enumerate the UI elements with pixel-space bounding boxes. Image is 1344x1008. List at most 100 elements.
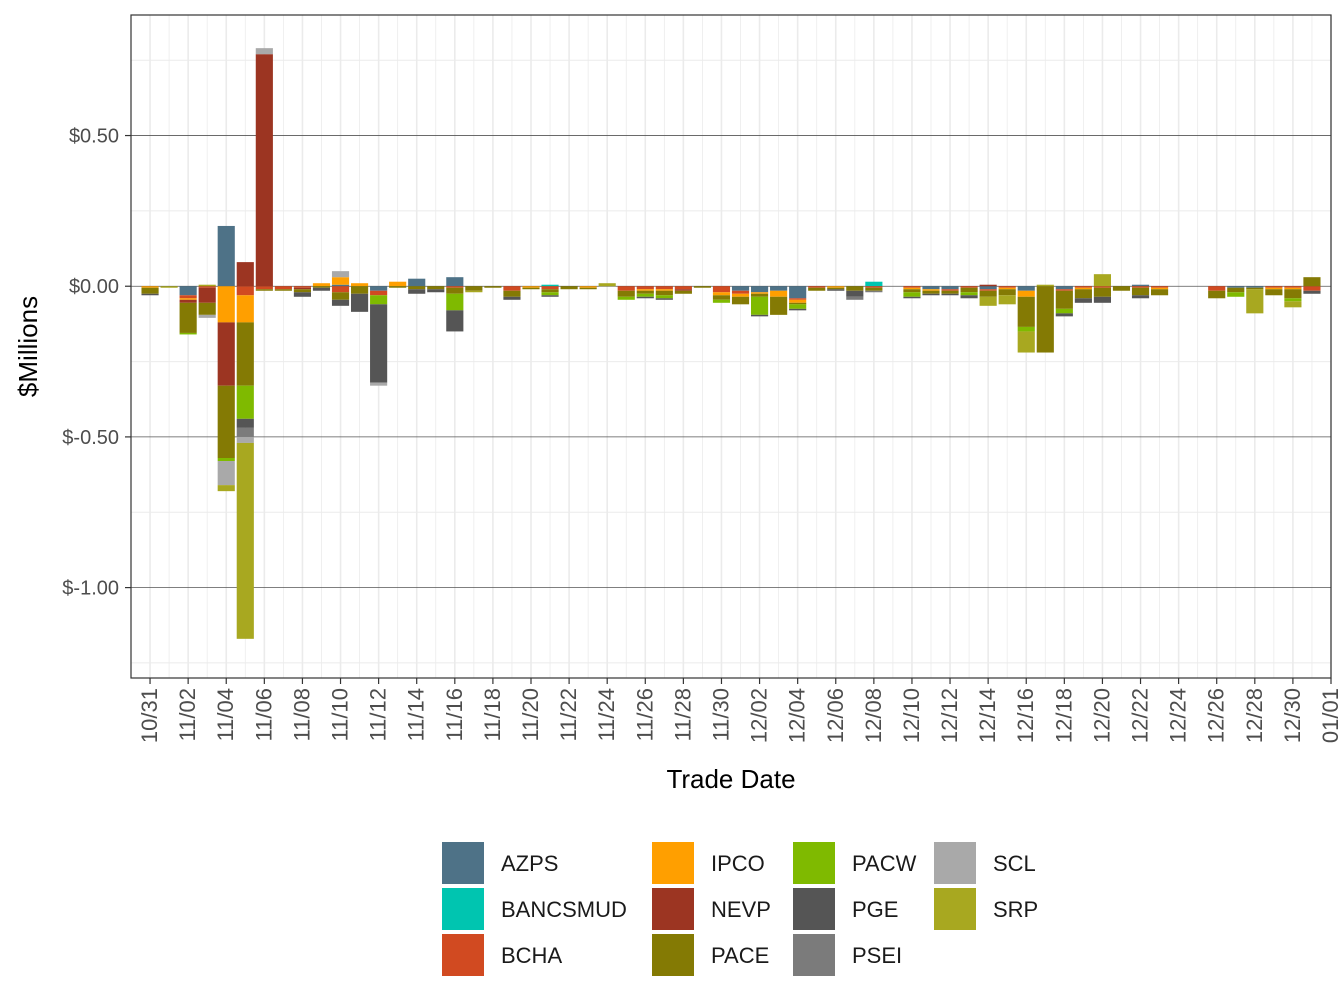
bar-segment-psei [865, 290, 883, 293]
x-tick-label: 12/30 [1280, 688, 1305, 743]
bar-segment-ipco [922, 289, 940, 291]
bar-segment-pace [560, 286, 578, 290]
plot-panel-border [130, 14, 1332, 679]
y-tick-label: $0.50 [69, 126, 119, 148]
bar-segment-ipco [141, 286, 159, 288]
gridlines [130, 15, 1332, 678]
bar-segment-pacw [1055, 308, 1073, 314]
bar-segment-bcha [808, 286, 826, 288]
x-tick-label: 11/10 [328, 688, 353, 741]
x-tick-label: 11/14 [404, 688, 429, 741]
bar-segment-pge [903, 296, 921, 299]
bar-segment-pacw [217, 458, 235, 462]
bar-segment-pge [427, 289, 445, 293]
x-tick-label: 12/20 [1089, 688, 1114, 743]
legend-label: PSEI [852, 943, 902, 968]
bar-segment-pacw [1227, 292, 1245, 297]
bar-segment-pge [141, 293, 159, 296]
x-axis: 10/31 11/02 11/04 11/06 11/08 11/10 11/12 11/14… [137, 678, 1343, 743]
bar-segment-srp [160, 286, 178, 288]
bar-segment-bcha [293, 286, 311, 288]
x-tick-label: 11/18 [480, 688, 505, 741]
bar-segment-pace [865, 287, 883, 291]
bar-segment-pge [541, 295, 559, 297]
legend-label: SRP [993, 897, 1038, 922]
bar-segment-srp [198, 284, 216, 287]
legend-item-pge: PGE [793, 888, 898, 930]
bar-segment-pacw [1284, 298, 1302, 302]
bar-segment-bcha [503, 286, 521, 291]
bar-segment-ipco [998, 287, 1016, 290]
x-tick-label: 12/02 [747, 688, 772, 743]
bar-segment-pace [655, 290, 673, 296]
bar-segment-pace [389, 286, 407, 288]
x-tick-label: 12/10 [899, 688, 924, 743]
bar-segment-pace [1093, 287, 1111, 297]
x-axis-title: Trade Date [666, 764, 795, 794]
y-axis-title: $Millions [13, 296, 43, 397]
bar-segment-pge [1074, 298, 1092, 303]
bar-segment-bcha [541, 286, 559, 290]
legend-label: SCL [993, 851, 1036, 876]
bar-segment-pace [141, 287, 159, 294]
bar-segment-pge [503, 296, 521, 300]
bar-segment-srp [1246, 289, 1264, 314]
x-tick-label: 11/06 [251, 688, 276, 741]
legend-label: NEVP [711, 897, 771, 922]
bar-segment-pace [712, 295, 731, 300]
bar-segment-ipco [751, 292, 769, 294]
legend-label: IPCO [711, 851, 765, 876]
y-tick-label: $-1.00 [62, 578, 119, 600]
bar-segment-ipco [903, 287, 921, 290]
bar-segment-psei [846, 296, 864, 300]
bar-segment-nevp [217, 322, 235, 386]
legend-item-psei: PSEI [793, 934, 902, 976]
legend-label: BCHA [501, 943, 562, 968]
bar-segment-bancsmud [541, 284, 559, 287]
bar-segment-pace [941, 290, 959, 294]
bar-segment-ipco [331, 277, 350, 285]
bar-segment-pace [922, 290, 940, 294]
bar-segment-pace [693, 286, 711, 288]
bar-segment-pace [1284, 289, 1302, 299]
bar-segment-pace [1112, 286, 1131, 291]
bar-segment-azps [1246, 286, 1264, 288]
bar-segment-pace [408, 286, 426, 290]
bar-segment-pace [1265, 289, 1283, 296]
bar-segment-pace [236, 322, 254, 386]
bar-segment-srp [1017, 331, 1035, 353]
bar-segment-pge [1303, 290, 1321, 294]
bar-segment-pace [617, 290, 635, 297]
bar-segment-bcha [1265, 286, 1283, 288]
x-tick-label: 11/20 [518, 688, 543, 741]
bar-segment-pace [198, 302, 216, 315]
plot-panel-background [131, 15, 1331, 678]
bar-segment-pge [351, 293, 369, 312]
bar-segment-bcha [655, 286, 673, 290]
bar-segment-pacw [655, 295, 673, 299]
bar-segment-pacw [236, 385, 254, 419]
bar-segment-nevp [293, 287, 311, 290]
bar-segment-pace [636, 290, 654, 294]
bar-segment-pacw [1017, 326, 1035, 332]
bar-segment-ipco [770, 290, 788, 297]
bar-segment-pge [1131, 295, 1150, 299]
bar-segment-pace [770, 296, 788, 315]
bar-segment-pace [312, 286, 331, 288]
bar-segment-pace [960, 287, 978, 293]
bar-segment-pace [1246, 287, 1264, 290]
legend-swatch [442, 934, 484, 976]
legend-swatch [442, 888, 484, 930]
x-tick-label: 11/26 [632, 688, 657, 741]
bar-segment-ipco [731, 293, 750, 297]
bar-segment-pacw [446, 293, 464, 311]
bar-segment-ipco [312, 283, 331, 287]
bar-segment-azps [789, 286, 807, 299]
bar-segment-pace [751, 293, 769, 297]
bar-segment-pace [827, 287, 845, 290]
bar-segment-bcha [979, 289, 997, 291]
bar-segment-scl [331, 271, 350, 278]
x-tick-label: 12/24 [1166, 688, 1191, 743]
bar-segment-pace [731, 296, 750, 305]
